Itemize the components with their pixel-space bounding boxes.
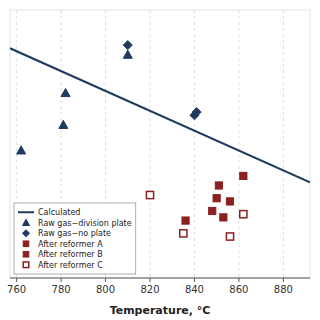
legend-swatch [18, 211, 34, 213]
point [123, 41, 132, 50]
legend-label: After reformer B [38, 250, 103, 259]
grid-line [238, 10, 239, 278]
x-axis-label: Temperature, °C [110, 304, 211, 317]
grid-line [283, 10, 284, 278]
x-axis-line [10, 278, 310, 279]
plot-area [10, 41, 310, 241]
tick-label: 820 [140, 284, 159, 295]
legend: Calculated Raw gas−division plateRaw gas−… [14, 203, 136, 274]
tick-mark [150, 278, 151, 282]
point [220, 214, 227, 221]
point [240, 211, 247, 218]
tick-mark [194, 278, 195, 282]
legend-swatch [23, 251, 29, 257]
tick-label: 780 [52, 284, 71, 295]
point [192, 108, 201, 117]
point [146, 191, 153, 198]
chart: 760 780 800 820 840 860 880 Temperature, °C Calc… [0, 0, 320, 320]
point [180, 230, 187, 237]
legend-swatch [23, 241, 29, 247]
legend-label: Raw gas−no plate [38, 229, 111, 238]
legend-label: Calculated [38, 208, 80, 217]
legend-items: Calculated Raw gas−division plateRaw gas−… [18, 208, 132, 270]
tick-label: 760 [7, 284, 26, 295]
point [182, 217, 189, 224]
tick-mark [61, 278, 62, 282]
tick-mark [238, 278, 239, 282]
tick-label: 840 [185, 284, 204, 295]
point [17, 146, 26, 154]
tick-mark [283, 278, 284, 282]
x-axis: 760 780 800 820 840 860 880 [7, 10, 310, 295]
legend-swatch [23, 262, 29, 268]
tick-label: 860 [229, 284, 248, 295]
point [226, 198, 233, 205]
point [215, 182, 222, 189]
legend-label: After reformer A [38, 240, 103, 249]
point [213, 195, 220, 202]
point [59, 120, 68, 128]
grid-line [150, 10, 151, 278]
point [226, 233, 233, 240]
tick-mark [16, 278, 17, 282]
legend-swatch [23, 230, 30, 237]
point [240, 172, 247, 179]
legend-label: After reformer C [38, 261, 103, 270]
legend-label: Raw gas−division plate [38, 219, 132, 228]
plot-frame [10, 10, 310, 278]
line [10, 48, 310, 182]
legend-swatch [23, 219, 30, 225]
tick-label: 880 [274, 284, 293, 295]
grid-line [194, 10, 195, 278]
tick-label: 800 [96, 284, 115, 295]
point [209, 207, 216, 214]
point [123, 50, 132, 58]
tick-mark [105, 278, 106, 282]
legend-box [14, 203, 136, 274]
point [61, 88, 70, 96]
